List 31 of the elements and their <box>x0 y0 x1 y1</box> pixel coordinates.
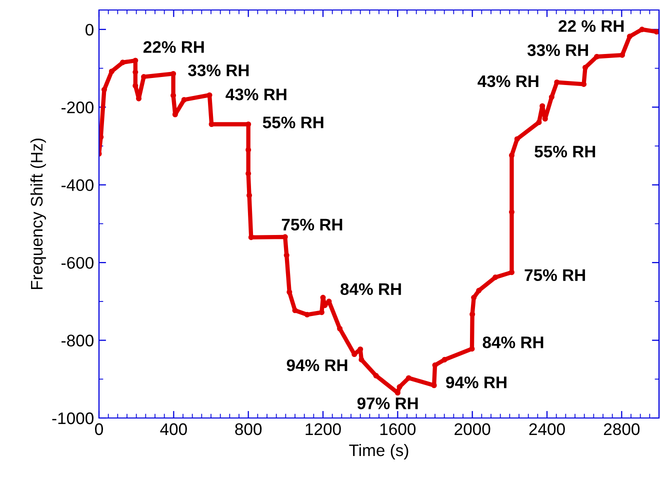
annotation: 55% RH <box>534 146 596 158</box>
annotation: 43% RH <box>226 88 286 100</box>
annotation: 55% RH <box>262 116 324 128</box>
annotation: 75% RH <box>282 218 342 231</box>
annotation: 33% RH <box>188 64 249 76</box>
y-tick-label: -200 <box>62 102 94 114</box>
y-axis-title: Frequency Shift (Hz) <box>30 138 46 290</box>
annotation: 84% RH <box>340 283 401 296</box>
y-tick-label: -600 <box>62 256 94 269</box>
annotation: 97% RH <box>357 397 418 410</box>
y-tick-label: -800 <box>62 334 94 346</box>
annotation: 75% RH <box>524 269 585 282</box>
x-tick-label: 800 <box>235 423 262 436</box>
y-tick-label: 0 <box>86 24 94 36</box>
y-tick-label: -1000 <box>52 412 94 424</box>
x-tick-label: 2400 <box>529 423 565 436</box>
annotation: 84% RH <box>482 336 544 348</box>
annotation: 22 % RH <box>558 20 624 32</box>
x-axis-title: Time (s) <box>349 444 408 460</box>
annotation: 43% RH <box>478 75 538 88</box>
annotation: 22% RH <box>143 41 204 53</box>
annotation: 33% RH <box>527 44 588 56</box>
x-tick-label: 400 <box>160 423 187 436</box>
x-tick-label: 2000 <box>454 423 490 436</box>
x-tick-label: 1600 <box>380 423 416 436</box>
x-tick-label: 0 <box>95 423 103 436</box>
annotation: 94% RH <box>446 376 506 388</box>
x-tick-label: 1200 <box>306 423 341 436</box>
annotation: 94% RH <box>286 359 348 372</box>
y-tick-label: -400 <box>62 179 94 192</box>
x-tick-label: 2800 <box>604 423 640 436</box>
